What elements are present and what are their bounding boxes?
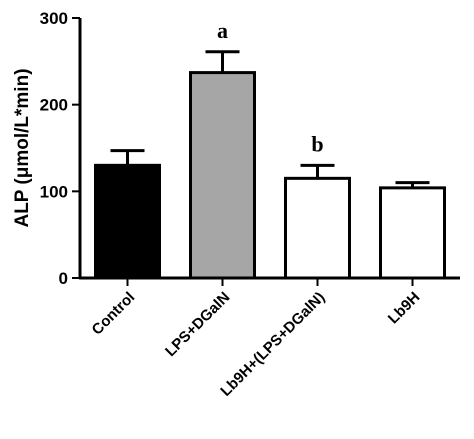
significance-label: b (311, 131, 323, 156)
bar (379, 186, 446, 280)
x-tick-label: Control (89, 289, 139, 339)
y-tick-label: 0 (59, 269, 68, 288)
x-tick-label: Lb9H (385, 289, 424, 328)
x-tick-label: Lb9H+(LPS+DGalN) (217, 289, 328, 400)
bar (189, 71, 256, 280)
bars (94, 50, 446, 280)
significance-label: a (217, 18, 228, 43)
y-tick-label: 300 (40, 9, 68, 28)
y-tick-label: 200 (40, 96, 68, 115)
bar (94, 163, 161, 280)
y-axis-label: ALP (μmol/L*min) (12, 68, 33, 227)
x-tick-label: LPS+DGalN (162, 289, 233, 360)
bar (284, 176, 351, 280)
y-tick-label: 100 (40, 182, 68, 201)
